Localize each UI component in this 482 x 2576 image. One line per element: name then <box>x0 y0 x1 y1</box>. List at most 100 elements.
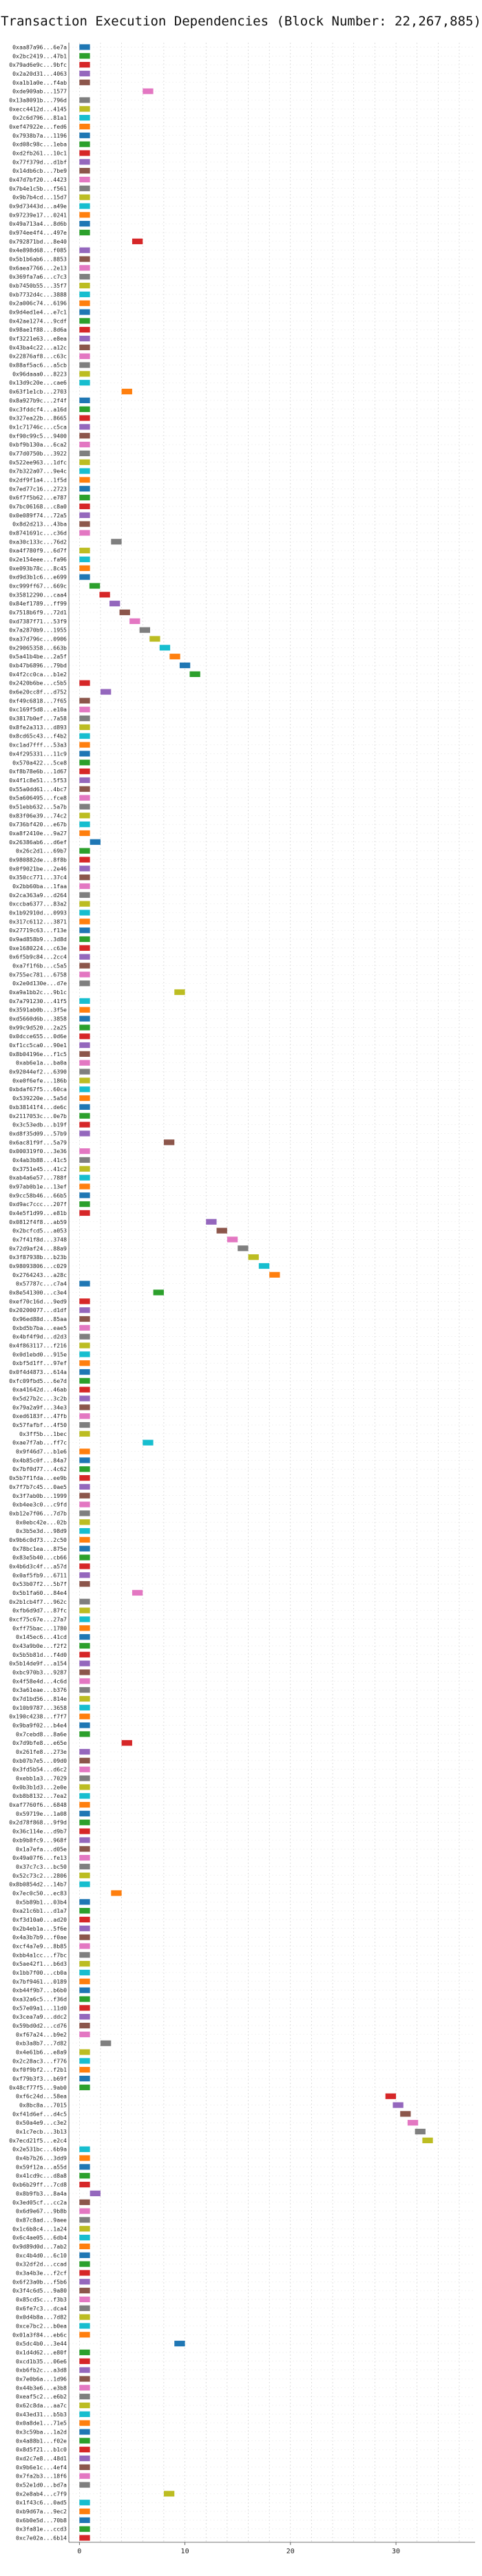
y-tick-label: 0x98093806...c029 <box>9 1263 67 1269</box>
y-tick-label: 0x53b07f2...5b7f <box>12 1580 67 1587</box>
y-tick-label: 0xde909ab...1577 <box>12 88 67 95</box>
y-tick-label: 0xab6e1a...ba0a <box>16 1060 67 1066</box>
y-tick-label: 0xbb4a1cc...f7bc <box>12 1951 67 1958</box>
bar <box>79 1819 90 1825</box>
y-tick-label: 0xf79b3f3...b69f <box>12 2075 67 2082</box>
bar <box>79 265 90 271</box>
y-tick-label: 0x57fafbf...4f50 <box>12 1421 67 1428</box>
y-tick-label: 0x2e8ab4...c7f9 <box>16 2490 67 2497</box>
bar <box>79 530 90 536</box>
y-tick-label: 0x43ba4c22...a12c <box>9 344 67 351</box>
bar <box>79 2049 90 2055</box>
bar <box>79 1280 90 1287</box>
y-tick-label: 0x47d7bf20...4423 <box>9 176 67 183</box>
y-tick-label: 0xd9ac7ccc...207f <box>9 1201 67 1208</box>
bar <box>79 247 90 253</box>
bar <box>79 1969 90 1976</box>
bar <box>79 521 90 527</box>
bar <box>79 972 90 978</box>
bar <box>79 2022 90 2029</box>
y-tick-label: 0xb47b6896...79bd <box>9 662 67 669</box>
y-tick-label: 0x9ba9f02...b4e4 <box>12 1722 67 1729</box>
bar <box>79 335 90 342</box>
bar <box>79 954 90 960</box>
bar <box>79 2208 90 2214</box>
y-tick-label: 0xa41642d...46ab <box>12 1386 67 1393</box>
bar <box>79 406 90 412</box>
bar <box>79 2473 90 2479</box>
y-tick-label: 0x4e5f1d99...e81b <box>9 1210 67 1216</box>
bar <box>79 2464 90 2470</box>
bar <box>90 2190 101 2197</box>
y-tick-label: 0x7f41f8d...3748 <box>12 1236 67 1243</box>
y-tick-label: 0x2b4eb1a...5f6e <box>12 1925 67 1932</box>
bar <box>79 2500 90 2506</box>
y-tick-label: 0xe0f6efe...186b <box>12 1077 67 1084</box>
y-tick-label: 0x261fe8...273e <box>16 1748 67 1755</box>
bar <box>79 574 90 580</box>
y-tick-label: 0xc3fddcf4...a16d <box>9 406 67 413</box>
bar <box>79 565 90 571</box>
bar <box>79 344 90 351</box>
bar <box>79 2420 90 2426</box>
y-tick-label: 0xa9a1bb2c...9b1c <box>9 989 67 996</box>
bar <box>79 477 90 483</box>
y-tick-label: 0x369fa7a6...c7c3 <box>9 273 67 280</box>
bar <box>79 1563 90 1569</box>
bar <box>79 1872 90 1878</box>
y-tick-label: 0x14db6cb...7be9 <box>12 167 67 174</box>
bar <box>79 2323 90 2329</box>
y-tick-label: 0x51ebb632...5a7b <box>9 803 67 810</box>
bar <box>79 353 90 359</box>
y-tick-label: 0x327ea22b...8665 <box>9 415 67 422</box>
bar <box>79 1201 90 1208</box>
bar <box>79 44 90 50</box>
y-tick-label: 0x26386ab6...d6ef <box>9 839 67 846</box>
y-tick-label: 0x35812290...caa4 <box>9 591 67 598</box>
y-tick-label: 0x8fe2a313...d893 <box>9 724 67 731</box>
y-tick-label: 0x8a927b9c...2f4f <box>9 397 67 404</box>
bar <box>79 1210 90 1216</box>
y-tick-label: 0x2c6d796...81a1 <box>12 114 67 121</box>
bar <box>79 1837 90 1843</box>
y-tick-label: 0xeaf5c2...e6b2 <box>16 2393 67 2400</box>
bar <box>79 2508 90 2515</box>
bar <box>79 282 90 289</box>
y-tick-label: 0xbd5b7ba...eae5 <box>12 1324 67 1331</box>
bar <box>79 2288 90 2294</box>
y-tick-label: 0x7e0b6a...1d96 <box>16 2376 67 2383</box>
bar <box>79 1899 90 1905</box>
y-tick-label: 0x57e09a1...11d0 <box>12 2004 67 2011</box>
bar <box>79 2411 90 2417</box>
y-tick-label: 0x4f58e4d...4c6d <box>12 1677 67 1684</box>
y-tick-label: 0x5b14de9f...a154 <box>9 1660 67 1667</box>
y-tick-label: 0x7bf9461...0189 <box>12 1978 67 1985</box>
bar <box>79 707 90 713</box>
y-tick-label: 0x570a422...5ce8 <box>12 759 67 766</box>
bar <box>79 1113 90 1119</box>
bar <box>79 1554 90 1560</box>
bar <box>79 1033 90 1040</box>
y-tick-label: 0xd2c7e8...48d1 <box>16 2455 67 2462</box>
y-tick-label: 0x6d9e67...9b8b <box>16 2208 67 2215</box>
y-tick-label: 0x7cebd8...8a6e <box>16 1730 67 1737</box>
y-tick-label: 0xab4a6e57...788f <box>9 1174 67 1181</box>
y-tick-label: 0x48cf77f5...9ab0 <box>9 2084 67 2091</box>
bar <box>79 1466 90 1472</box>
bar <box>79 1916 90 1923</box>
y-tick-label: 0xb8b8132...7ea2 <box>12 1792 67 1799</box>
y-tick-label: 0x3f7ab0b...1999 <box>12 1492 67 1499</box>
y-tick-label: 0x83e5b40...cb66 <box>12 1554 67 1561</box>
y-tick-label: 0x5b89b1...03b4 <box>16 1898 67 1905</box>
bar <box>407 2120 419 2126</box>
bar <box>111 539 122 545</box>
y-tick-label: 0x32df2d...ccad <box>16 2261 67 2268</box>
bar <box>79 1016 90 1022</box>
bar <box>79 1704 90 1710</box>
y-tick-label: 0x99c9d520...2a25 <box>9 1024 67 1031</box>
y-tick-label: 0xb3a8b7...7d82 <box>16 2040 67 2047</box>
bar <box>79 1757 90 1763</box>
bar <box>79 159 90 165</box>
y-tick-label: 0x6ac81f9f...5a79 <box>9 1139 67 1146</box>
y-tick-label: 0xf49c6818...7f65 <box>9 697 67 704</box>
